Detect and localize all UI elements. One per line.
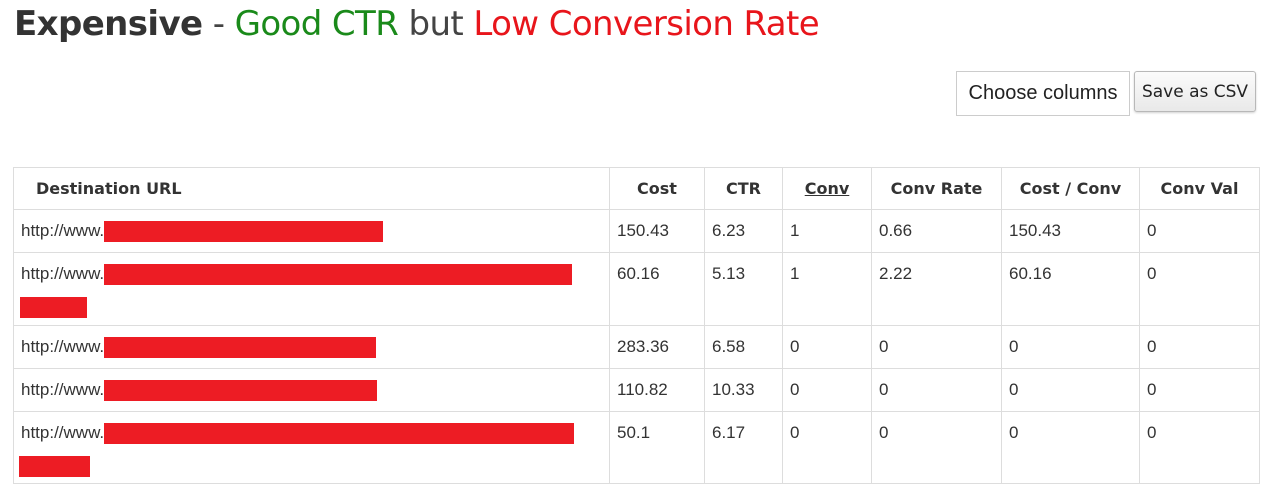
title-but: but [398,4,474,44]
url-line: http://www. [21,264,603,285]
cost-per-conv-cell: 0 [1001,368,1140,412]
conv-cell: 1 [782,209,872,253]
title-low-conversion: Low Conversion Rate [473,4,820,44]
table-row: http://www. 60.16 5.13 1 2.22 60.16 0 [13,252,1260,326]
conv-rate-cell: 0.66 [871,209,1002,253]
cost-cell: 283.36 [609,325,705,369]
table-body: http://www. 150.43 6.23 1 0.66 150.43 0 … [13,209,1260,484]
url-line: http://www. [21,380,603,401]
ctr-cell: 6.23 [704,209,783,253]
title-strong: Expensive [14,4,203,44]
conv-cell: 0 [782,325,872,369]
column-header-conv-rate[interactable]: Conv Rate [871,167,1002,210]
redaction-bar [104,337,377,358]
table-row: http://www. 50.1 6.17 0 0 0 0 [13,411,1260,484]
ctr-cell: 5.13 [704,252,783,326]
url-prefix: http://www. [21,264,105,283]
redaction-bar-continued [20,297,87,318]
conv-cell: 0 [782,411,872,484]
column-header-conv-val[interactable]: Conv Val [1139,167,1260,210]
redaction-bar [104,264,573,285]
ctr-cell: 6.58 [704,325,783,369]
column-header-ctr[interactable]: CTR [704,167,783,210]
destination-url-cell: http://www. [13,368,610,412]
conv-rate-cell: 0 [871,325,1002,369]
ctr-cell: 6.17 [704,411,783,484]
conv-rate-cell: 0 [871,368,1002,412]
header-row: Destination URL Cost CTR Conv Conv Rate … [13,167,1260,210]
table-row: http://www. 150.43 6.23 1 0.66 150.43 0 [13,209,1260,253]
destination-url-cell: http://www. [13,325,610,369]
cost-per-conv-cell: 150.43 [1001,209,1140,253]
destination-url-cell: http://www. [13,209,610,253]
table-row: http://www. 283.36 6.58 0 0 0 0 [13,325,1260,369]
redaction-bar [104,380,378,401]
cost-per-conv-cell: 0 [1001,411,1140,484]
conv-val-cell: 0 [1139,252,1260,326]
conv-val-cell: 0 [1139,411,1260,484]
title-good-ctr: Good CTR [234,4,399,44]
conv-rate-cell: 0 [871,411,1002,484]
column-header-destination-url[interactable]: Destination URL [13,167,610,210]
conv-val-cell: 0 [1139,209,1260,253]
title-dash: - [202,4,235,44]
page-title: Expensive - Good CTR but Low Conversion … [14,4,820,44]
conv-val-cell: 0 [1139,325,1260,369]
conv-rate-cell: 2.22 [871,252,1002,326]
save-as-csv-button[interactable]: Save as CSV [1134,71,1256,112]
redaction-bar-continued [19,456,90,477]
cost-cell: 150.43 [609,209,705,253]
url-line: http://www. [21,337,603,358]
conv-val-cell: 0 [1139,368,1260,412]
cost-per-conv-cell: 60.16 [1001,252,1140,326]
conv-cell: 0 [782,368,872,412]
results-table: Destination URL Cost CTR Conv Conv Rate … [13,167,1260,484]
ctr-cell: 10.33 [704,368,783,412]
conv-cell: 1 [782,252,872,326]
cost-cell: 60.16 [609,252,705,326]
destination-url-cell: http://www. [13,411,610,484]
url-line: http://www. [21,423,603,444]
table-header: Destination URL Cost CTR Conv Conv Rate … [13,167,1260,210]
cost-cell: 110.82 [609,368,705,412]
destination-url-cell: http://www. [13,252,610,326]
redaction-bar [104,423,575,444]
choose-columns-button[interactable]: Choose columns [956,71,1130,116]
url-prefix: http://www. [21,221,105,240]
column-header-cost-per-conv[interactable]: Cost / Conv [1001,167,1140,210]
redaction-bar [104,221,384,242]
url-prefix: http://www. [21,423,105,442]
cost-per-conv-cell: 0 [1001,325,1140,369]
column-header-conv[interactable]: Conv [782,167,872,210]
url-line: http://www. [21,221,603,242]
url-prefix: http://www. [21,380,105,399]
url-prefix: http://www. [21,337,105,356]
column-header-cost[interactable]: Cost [609,167,705,210]
table-row: http://www. 110.82 10.33 0 0 0 0 [13,368,1260,412]
cost-cell: 50.1 [609,411,705,484]
